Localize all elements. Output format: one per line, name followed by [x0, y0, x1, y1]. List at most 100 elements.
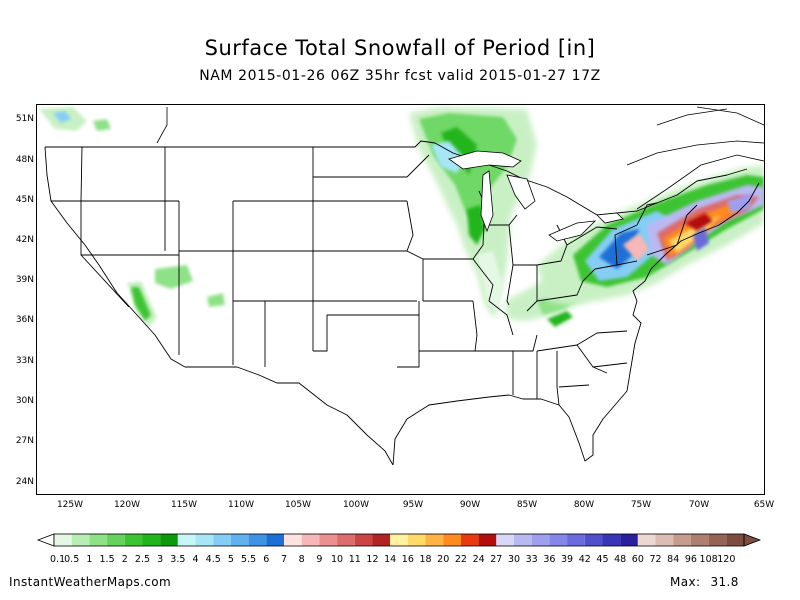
lat-label: 42N [15, 235, 34, 245]
legend-swatch [177, 534, 196, 546]
lat-label: 27N [15, 436, 34, 446]
great-lakes-outline [448, 150, 624, 242]
legend-label: 4 [193, 554, 199, 565]
lon-label: 115W [170, 500, 198, 510]
legend-label: 11 [349, 554, 361, 565]
lat-label: 33N [15, 356, 34, 366]
legend-label: 12 [366, 554, 378, 565]
lon-label: 85W [516, 500, 538, 510]
legend-label: 30 [508, 554, 520, 565]
legend-label: 72 [649, 554, 661, 565]
legend-label: 120 [717, 554, 735, 565]
legend-label: 1 [86, 554, 92, 565]
snowfall-map [36, 104, 765, 495]
legend-swatch [443, 534, 461, 546]
legend-swatch [726, 534, 744, 546]
legend-swatch [602, 534, 621, 546]
legend-label: 60 [632, 554, 644, 565]
legend-label: 1.5 [100, 554, 115, 565]
legend-label: 48 [614, 554, 626, 565]
legend-swatch [567, 534, 585, 546]
color-legend: 0.1 0.5 1 1.5 2 2.5 3 3.5 4 4.5 5 5.5 6 7 8 9 10 11 12 14 16… [36, 533, 762, 565]
legend-label: 45 [596, 554, 608, 565]
legend-swatch [284, 534, 302, 546]
legend-label: 18 [419, 554, 431, 565]
legend-swatch [230, 534, 249, 546]
legend-swatch [531, 534, 550, 546]
lat-label: 45N [15, 195, 34, 205]
snowfall-shading [39, 107, 764, 327]
lon-label: 70W [688, 500, 710, 510]
boundary-lines [44, 140, 760, 466]
legend-label: 2.5 [135, 554, 150, 565]
max-label: Max: [670, 575, 701, 589]
legend-label: 10 [331, 554, 343, 565]
lon-label: 105W [284, 500, 312, 510]
legend-swatch [496, 534, 514, 546]
legend-swatch [354, 534, 373, 546]
lat-label: 48N [15, 155, 34, 165]
legend-swatch [89, 534, 108, 546]
legend-label: 84 [667, 554, 679, 565]
legend-label: 42 [579, 554, 591, 565]
legend-label: 5.5 [241, 554, 256, 565]
legend-swatch [584, 534, 603, 546]
legend-swatch [195, 534, 214, 546]
legend-arrow-high [743, 533, 762, 547]
lon-label: 75W [630, 500, 652, 510]
legend-label: 20 [437, 554, 449, 565]
legend-label: 22 [455, 554, 467, 565]
lat-label: 36N [15, 315, 34, 325]
legend-label: 33 [526, 554, 538, 565]
legend-swatch [673, 534, 691, 546]
max-value: 31.8 [710, 575, 739, 589]
legend-outline [53, 533, 745, 547]
lat-label: 51N [15, 114, 34, 124]
legend-swatch [655, 534, 674, 546]
legend-arrow-low [36, 533, 55, 547]
map-title: Surface Total Snowfall of Period [in] [204, 36, 596, 60]
legend-label: 36 [543, 554, 555, 565]
legend-swatch [390, 534, 408, 546]
map-canvas [39, 106, 764, 466]
legend-swatch [514, 534, 532, 546]
site-credit: InstantWeatherMaps.com [9, 575, 172, 589]
legend-swatch [54, 534, 72, 546]
legend-swatch [549, 534, 568, 546]
legend-swatch [407, 534, 426, 546]
legend-label: 24 [473, 554, 485, 565]
legend-label: 27 [490, 554, 502, 565]
legend-label: 6 [263, 554, 269, 565]
legend-swatch [319, 534, 338, 546]
legend-label: 0.5 [64, 554, 79, 565]
legend-label: 14 [384, 554, 396, 565]
legend-swatch [160, 534, 178, 546]
legend-label: 4.5 [206, 554, 221, 565]
legend-swatch [107, 534, 125, 546]
lon-label: 120W [113, 500, 141, 510]
legend-label: 3 [157, 554, 163, 565]
lon-label: 100W [342, 500, 370, 510]
legend-swatch [690, 534, 709, 546]
legend-label: 3.5 [170, 554, 185, 565]
legend-swatch [372, 534, 391, 546]
legend-swatch [71, 534, 90, 546]
lon-label: 65W [753, 500, 775, 510]
lat-label: 39N [15, 275, 34, 285]
lon-label: 110W [227, 500, 255, 510]
map-subtitle: NAM 2015-01-26 06Z 35hr fcst valid 2015-… [199, 68, 601, 84]
legend-label: 96 [685, 554, 697, 565]
legend-swatch [266, 534, 284, 546]
legend-label: 9 [316, 554, 322, 565]
legend-label: 16 [402, 554, 414, 565]
legend-swatch [460, 534, 479, 546]
lon-label: 90W [459, 500, 481, 510]
lat-label: 30N [15, 396, 34, 406]
legend-swatch [337, 534, 355, 546]
legend-label: 0.1 [50, 554, 65, 565]
legend-swatch [425, 534, 444, 546]
legend-swatch [637, 534, 656, 546]
legend-swatch [301, 534, 320, 546]
lon-label: 95W [402, 500, 424, 510]
legend-label: 8 [299, 554, 305, 565]
